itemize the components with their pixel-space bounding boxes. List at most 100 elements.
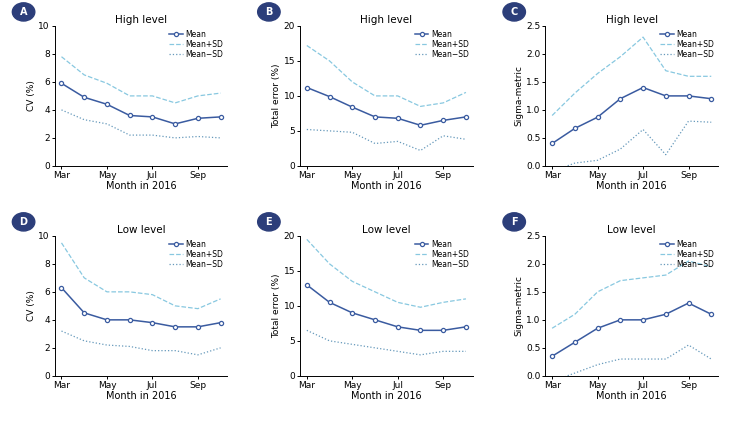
Mean+SD xyxy=(80,275,89,280)
Mean xyxy=(57,285,66,290)
Mean+SD xyxy=(707,264,716,269)
Line: Mean: Mean xyxy=(305,283,468,333)
Y-axis label: Total error (%): Total error (%) xyxy=(272,273,281,338)
Mean−SD xyxy=(684,343,693,348)
Mean−SD xyxy=(148,348,157,353)
Mean−SD xyxy=(439,133,448,138)
Mean xyxy=(325,300,334,305)
Mean+SD xyxy=(370,93,379,98)
Mean xyxy=(661,93,670,98)
Mean xyxy=(370,114,379,120)
Legend: Mean, Mean+SD, Mean−SD: Mean, Mean+SD, Mean−SD xyxy=(168,238,225,270)
Legend: Mean, Mean+SD, Mean−SD: Mean, Mean+SD, Mean−SD xyxy=(413,238,470,270)
Mean−SD xyxy=(394,349,402,354)
Mean−SD xyxy=(370,141,379,146)
Line: Mean+SD: Mean+SD xyxy=(552,37,712,115)
Mean−SD xyxy=(416,148,425,153)
Mean+SD xyxy=(148,93,157,98)
Mean+SD xyxy=(370,289,379,295)
Mean+SD xyxy=(661,68,670,73)
Line: Mean−SD: Mean−SD xyxy=(307,330,466,355)
Mean+SD xyxy=(461,90,470,95)
Line: Mean: Mean xyxy=(59,81,222,126)
Mean−SD xyxy=(707,356,716,362)
Mean xyxy=(148,320,157,325)
Mean−SD xyxy=(80,338,89,343)
Mean xyxy=(684,301,693,306)
Y-axis label: Total error (%): Total error (%) xyxy=(272,64,281,128)
Circle shape xyxy=(12,3,35,21)
Mean+SD xyxy=(661,273,670,278)
Mean xyxy=(148,114,157,120)
Mean−SD xyxy=(193,352,202,357)
Mean+SD xyxy=(639,275,647,280)
Mean−SD xyxy=(461,137,470,142)
Mean−SD xyxy=(616,146,625,152)
Mean+SD xyxy=(616,278,625,283)
Mean xyxy=(547,141,556,146)
Mean−SD xyxy=(171,348,179,353)
X-axis label: Month in 2016: Month in 2016 xyxy=(351,391,421,401)
Mean+SD xyxy=(394,93,402,98)
Mean xyxy=(439,328,448,333)
Line: Mean+SD: Mean+SD xyxy=(61,57,221,103)
Mean−SD xyxy=(707,120,716,125)
Mean xyxy=(593,326,602,331)
Line: Mean−SD: Mean−SD xyxy=(61,331,221,355)
Mean−SD xyxy=(416,352,425,357)
Text: B: B xyxy=(265,7,273,17)
Mean−SD xyxy=(616,356,625,362)
Mean xyxy=(348,310,356,315)
Mean+SD xyxy=(571,311,580,317)
Mean xyxy=(439,118,448,123)
Mean−SD xyxy=(639,356,647,362)
Mean−SD xyxy=(661,152,670,157)
Mean+SD xyxy=(639,35,647,40)
Mean−SD xyxy=(547,169,556,174)
Mean−SD xyxy=(125,344,134,349)
Mean xyxy=(57,81,66,86)
Legend: Mean, Mean+SD, Mean−SD: Mean, Mean+SD, Mean−SD xyxy=(413,28,470,60)
Mean−SD xyxy=(661,356,670,362)
Mean+SD xyxy=(684,74,693,79)
Mean+SD xyxy=(325,261,334,267)
Mean+SD xyxy=(439,100,448,105)
Line: Mean+SD: Mean+SD xyxy=(552,261,712,328)
Mean+SD xyxy=(171,100,179,105)
Mean+SD xyxy=(80,72,89,77)
Mean+SD xyxy=(325,58,334,64)
Mean xyxy=(661,311,670,317)
Line: Mean−SD: Mean−SD xyxy=(552,345,712,381)
Mean xyxy=(103,317,112,322)
Mean+SD xyxy=(193,93,202,98)
Mean xyxy=(348,105,356,110)
Y-axis label: Sigma-metric: Sigma-metric xyxy=(514,65,523,127)
Mean−SD xyxy=(57,107,66,112)
Mean xyxy=(171,324,179,330)
Text: D: D xyxy=(20,217,28,227)
Mean+SD xyxy=(394,300,402,305)
Title: Low level: Low level xyxy=(607,225,656,235)
Mean+SD xyxy=(348,279,356,284)
Mean+SD xyxy=(616,54,625,59)
Mean+SD xyxy=(439,300,448,305)
Mean+SD xyxy=(148,292,157,297)
Mean−SD xyxy=(80,117,89,122)
Mean xyxy=(616,96,625,101)
Mean xyxy=(193,324,202,330)
Mean−SD xyxy=(57,328,66,334)
Mean+SD xyxy=(571,91,580,96)
Mean+SD xyxy=(103,81,112,86)
X-axis label: Month in 2016: Month in 2016 xyxy=(351,181,421,191)
Line: Mean+SD: Mean+SD xyxy=(61,243,221,308)
Mean xyxy=(639,317,647,322)
Mean−SD xyxy=(639,127,647,132)
Line: Mean: Mean xyxy=(550,86,714,146)
Mean−SD xyxy=(193,134,202,139)
Line: Mean−SD: Mean−SD xyxy=(61,110,221,138)
Circle shape xyxy=(257,213,280,231)
Title: Low level: Low level xyxy=(362,225,410,235)
X-axis label: Month in 2016: Month in 2016 xyxy=(596,391,667,401)
Mean xyxy=(394,324,402,330)
Title: High level: High level xyxy=(360,15,413,25)
